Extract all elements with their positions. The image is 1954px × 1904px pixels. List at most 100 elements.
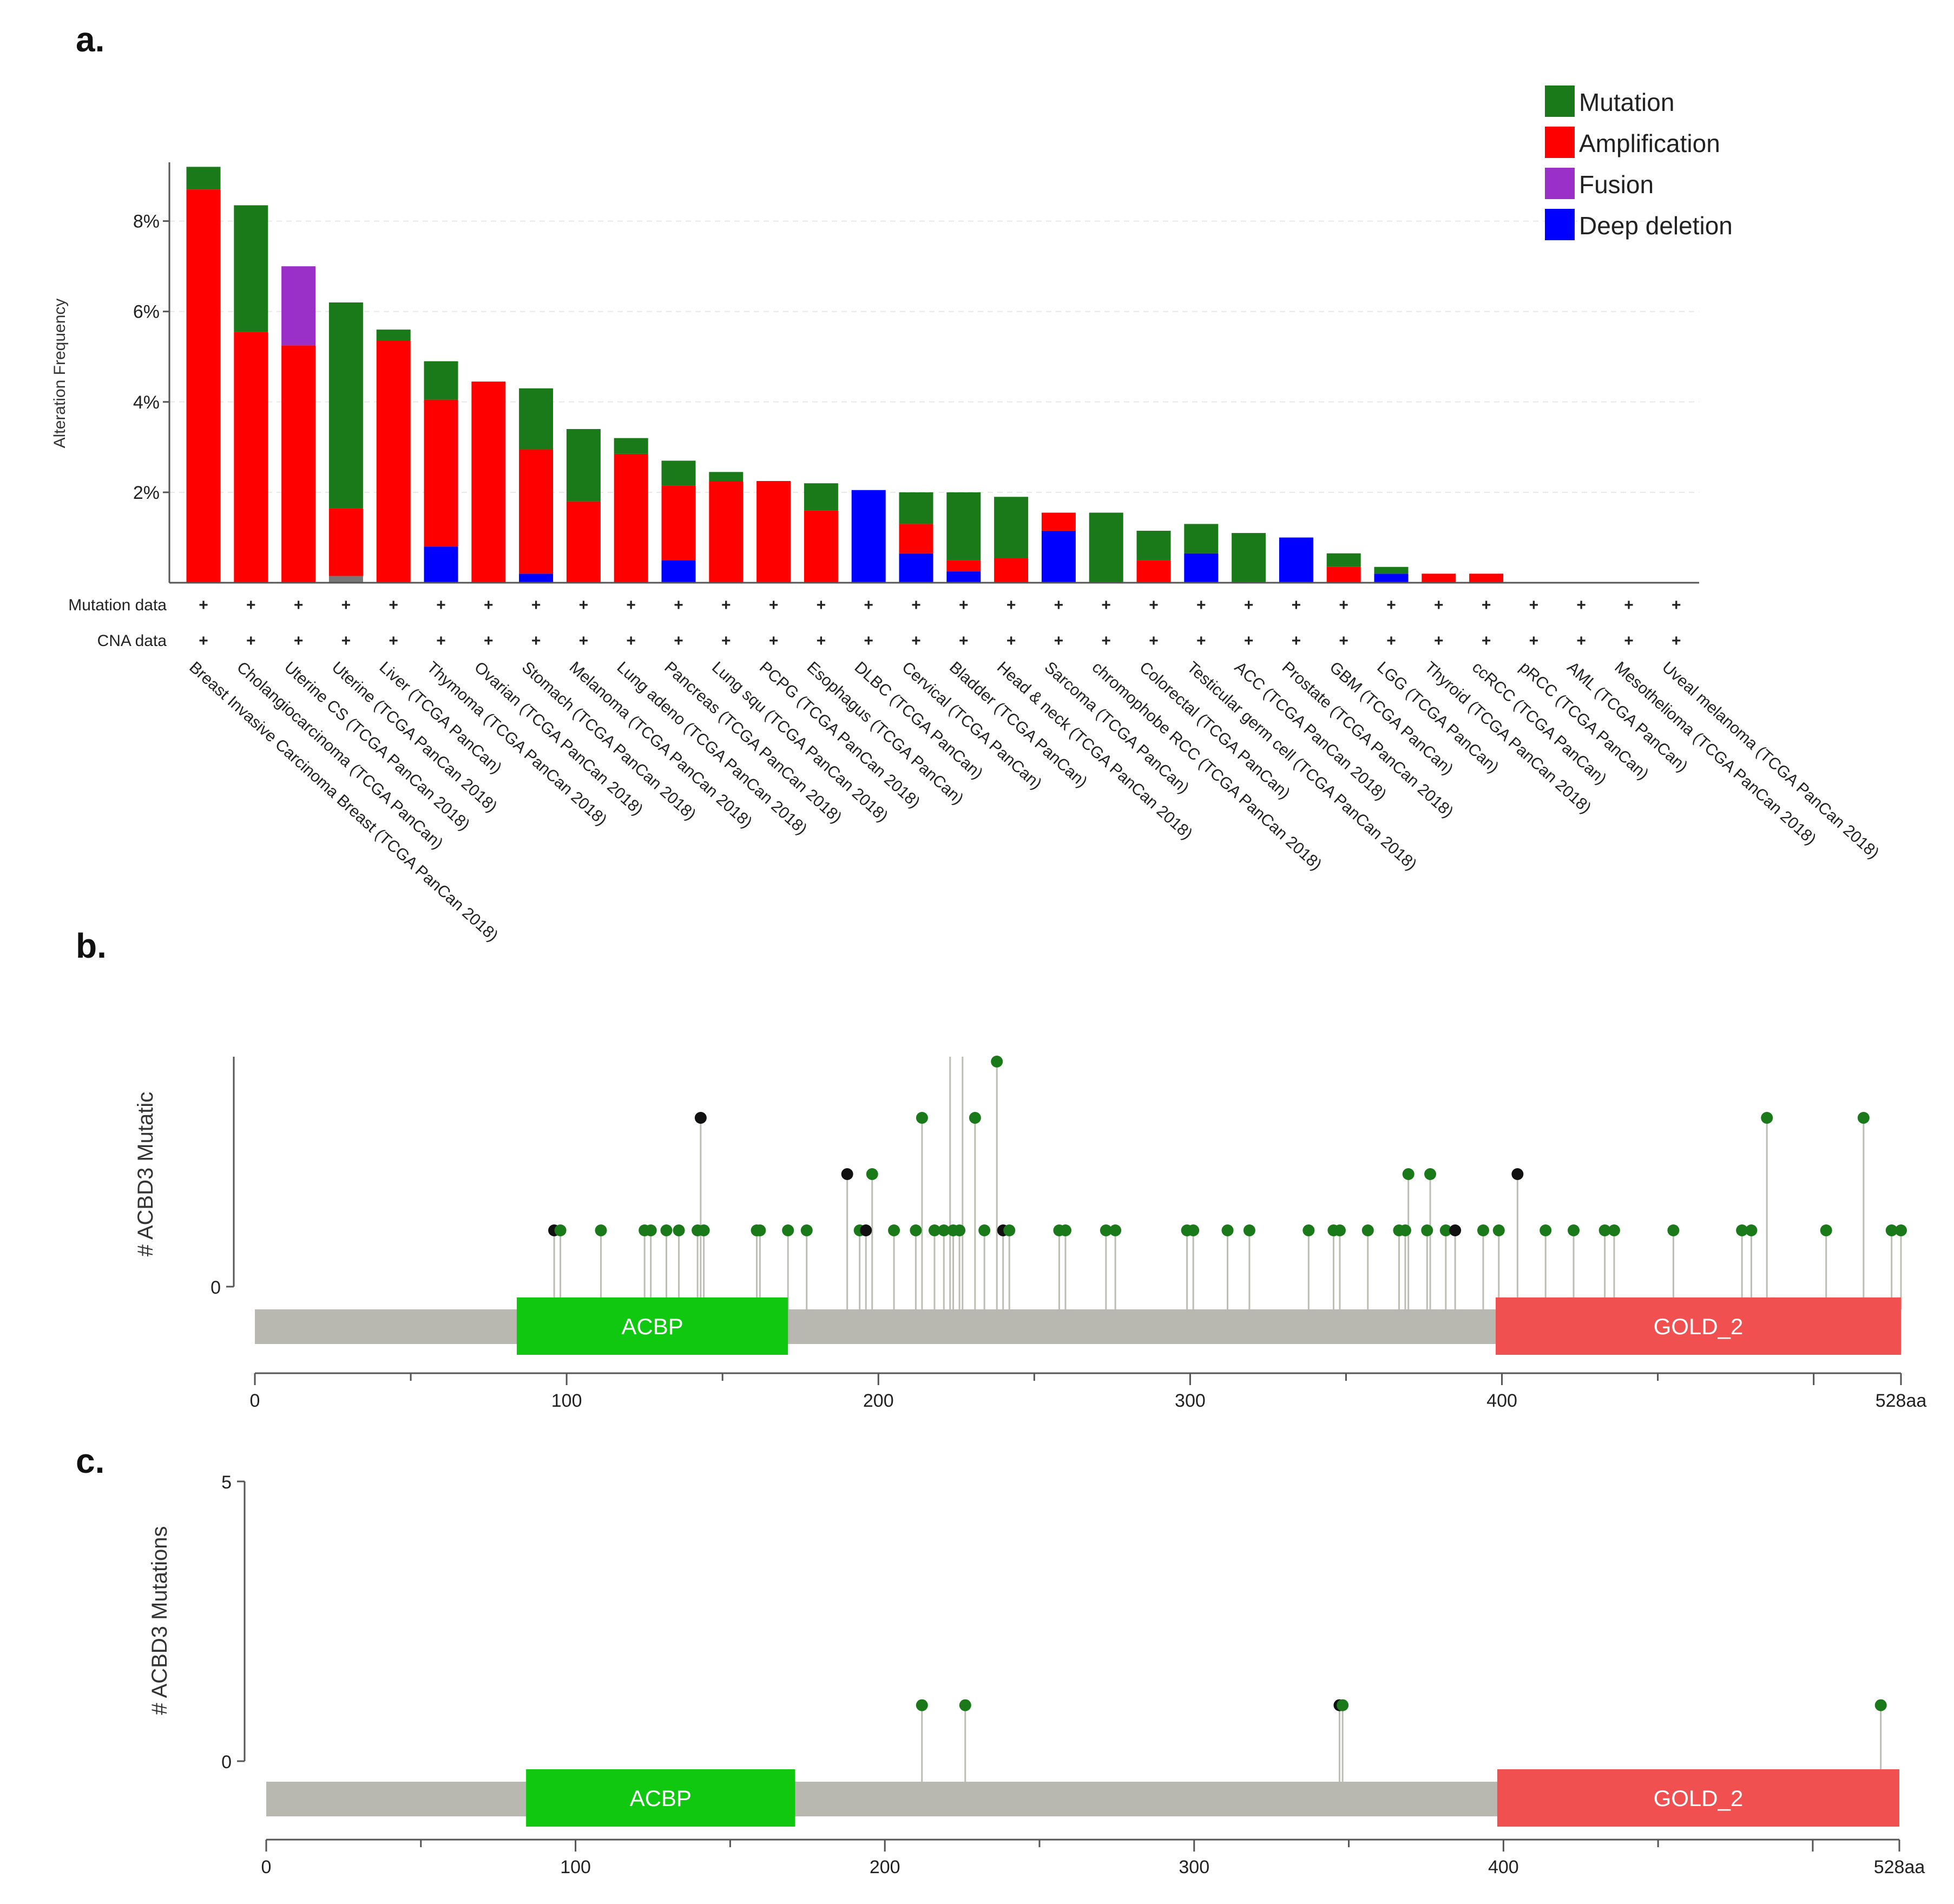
b-mutation-point [1857, 1112, 1870, 1124]
b-mutation-point [1598, 1224, 1611, 1236]
b-mutation-point [673, 1224, 685, 1236]
b-x-tick-label: 400 [1486, 1391, 1517, 1411]
cna-data-marker: + [579, 632, 589, 650]
b-mutation-point [1424, 1168, 1437, 1180]
bar-segment-mutation [1184, 524, 1219, 554]
b-mutation-point [698, 1224, 710, 1236]
cna-data-marker: + [199, 632, 208, 650]
cna-data-marker: + [436, 632, 446, 650]
b-mutation-point [1100, 1224, 1112, 1236]
b-x-tick-label: 0 [250, 1391, 260, 1411]
bar-segment-mutation [1136, 530, 1171, 561]
c-x-end-label: 528aa [1874, 1857, 1925, 1877]
b-mutation-point [694, 1112, 707, 1124]
b-mutation-point [910, 1224, 922, 1236]
mutation-data-marker: + [294, 596, 304, 614]
c-stems [921, 1705, 1882, 1782]
c-domain-gold-2 [1497, 1769, 1899, 1827]
c-mutation-point [1337, 1699, 1349, 1711]
bar-segment-mutation [994, 497, 1029, 558]
b-mutation-point [1421, 1224, 1433, 1236]
b-x-tick-label: 200 [863, 1391, 894, 1411]
mutation-data-marker: + [1434, 596, 1444, 614]
cna-data-marker: + [769, 632, 779, 650]
cna-data-marker: + [1672, 632, 1681, 650]
b-domain-label: GOLD_2 [1654, 1314, 1744, 1339]
bar-segment-amplification [186, 189, 221, 583]
cna-data-marker: + [484, 632, 494, 650]
b-mutation-point [866, 1168, 878, 1180]
bar-segment-mutation [1374, 566, 1409, 574]
b-mutation-point [1302, 1224, 1315, 1236]
bar-segment-mutation [234, 205, 268, 332]
bar-segment-amplification [471, 381, 506, 583]
b-mutation-point [782, 1224, 794, 1236]
mutation-data-marker: + [484, 596, 494, 614]
b-mutation-point [860, 1224, 872, 1236]
bar-segment-amplification [519, 449, 554, 574]
a-y-tick-label: 8% [133, 212, 160, 232]
c-domain-label: ACBP [630, 1786, 692, 1811]
a-y-tick-label: 4% [133, 392, 160, 413]
c-mutation-point [959, 1699, 971, 1711]
a-y-tick-label: 2% [133, 483, 160, 503]
b-domain-gold-2 [1496, 1297, 1901, 1355]
b-y-axis-label: # ACBD3 Mutatic [134, 1092, 157, 1257]
mutation-data-marker: + [389, 596, 398, 614]
mutation-data-marker: + [1339, 596, 1348, 614]
bar-segment-amplification [709, 481, 744, 583]
b-mutation-point [1568, 1224, 1580, 1236]
mutation-data-marker: + [1482, 596, 1491, 614]
cna-data-marker: + [1482, 632, 1491, 650]
bar-segment-amplification [424, 399, 458, 547]
bar-segment-mutation [661, 460, 696, 486]
mutation-data-marker: + [1672, 596, 1681, 614]
bar-segment-amplification [756, 481, 791, 583]
b-mutation-point [1399, 1224, 1411, 1236]
bar-segment-fusion [281, 266, 316, 346]
c-domain-acbp [526, 1769, 795, 1827]
bar-segment-amplification [328, 508, 363, 576]
b-mutation-point [916, 1112, 928, 1124]
cna-data-marker: + [531, 632, 541, 650]
bar-segment-mutation [614, 438, 648, 454]
category-label: Breast Invasive Carcinoma Breast (TCGA P… [186, 658, 501, 945]
cna-data-marker: + [1576, 632, 1586, 650]
mutation-data-marker: + [341, 596, 351, 614]
b-mutation-point [1059, 1224, 1071, 1236]
bar-segment-amplification [566, 501, 601, 583]
b-stems [553, 1057, 1902, 1309]
bar-segment-amplification [899, 524, 933, 554]
bar-segment-deep-deletion [851, 490, 886, 583]
bar-segment-deep-deletion [1041, 530, 1076, 583]
bar-segment-mutation [804, 483, 838, 511]
cna-data-marker: + [1529, 632, 1539, 650]
a-row-markers: + + + + + + + + + + + + + + + + + + + + + + + + + + + + + + + + + + + + + + + +… [199, 596, 1681, 650]
b-mutation-point [1667, 1224, 1680, 1236]
bar-segment-amplification [1136, 560, 1171, 583]
bar-segment-amplification [1041, 512, 1076, 531]
mutation-data-marker: + [817, 596, 826, 614]
c-y-ticks: 05 [221, 1472, 245, 1773]
b-mutation-point [754, 1224, 766, 1236]
bar-segment-mutation [1232, 533, 1266, 583]
mutation-data-marker: + [1196, 596, 1206, 614]
mutation-data-marker: + [911, 596, 921, 614]
bar-segment-deep-deletion [661, 560, 696, 583]
b-mutation-point [1492, 1224, 1505, 1236]
cna-data-marker: + [1624, 632, 1634, 650]
c-x-tick-label: 0 [261, 1857, 272, 1877]
row-label-cna-data: CNA data [97, 632, 167, 650]
c-x-tick-label: 400 [1488, 1857, 1519, 1877]
bar-segment-amplification [946, 560, 981, 572]
b-mutation-point [1745, 1224, 1758, 1236]
bar-segment-amplification [1469, 574, 1504, 583]
mutation-data-marker: + [1054, 596, 1064, 614]
b-x-axis: 0 100 200 300 400 528aa [250, 1372, 1926, 1411]
mutation-data-marker: + [1576, 596, 1586, 614]
c-domains: ACBP GOLD_2 [526, 1769, 1899, 1827]
cna-data-marker: + [1292, 632, 1301, 650]
category-label: Stomach (TCGA PanCan 2018) [518, 658, 699, 824]
panel-c-lollipop: c. # ACBD3 Mutations 05 ACBP GOLD_2 0 100 2… [76, 1441, 1925, 1877]
